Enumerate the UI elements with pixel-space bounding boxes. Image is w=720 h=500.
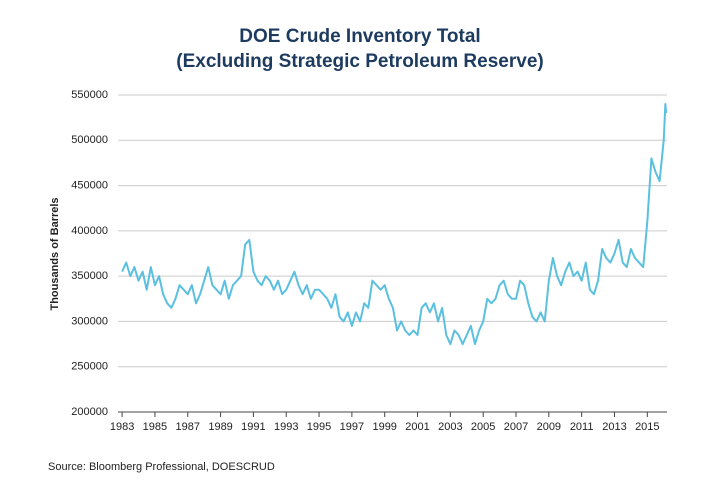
x-tick-label: 1989 (208, 421, 232, 433)
x-tick-label: 1993 (274, 421, 298, 433)
y-tick-label: 300000 (71, 315, 108, 327)
x-tick-label: 1999 (372, 421, 396, 433)
data-line (121, 103, 668, 346)
chart-title: DOE Crude Inventory Total (239, 26, 480, 47)
x-tick-label: 1983 (110, 421, 134, 433)
x-tick-label: 1985 (143, 421, 167, 433)
x-tick-label: 2011 (570, 421, 594, 433)
x-tick-label: 2013 (602, 421, 626, 433)
x-tick-label: 2005 (471, 421, 495, 433)
x-tick-label: 1997 (340, 421, 364, 433)
y-axis-label: Thousands of Barrels (49, 197, 61, 310)
x-tick-label: 1987 (176, 421, 200, 433)
x-tick-label: 2001 (405, 421, 429, 433)
source-note: Source: Bloomberg Professional, DOESCRUD (48, 461, 275, 473)
x-tick-label: 1995 (307, 421, 331, 433)
x-tick-label: 2007 (504, 421, 528, 433)
y-tick-label: 350000 (71, 270, 108, 282)
y-tick-label: 400000 (71, 225, 108, 237)
x-tick-label: 2003 (438, 421, 462, 433)
y-tick-label: 450000 (71, 179, 108, 191)
y-tick-label: 200000 (71, 406, 108, 418)
y-tick-label: 250000 (71, 361, 108, 373)
x-tick-label: 2015 (635, 421, 659, 433)
y-tick-label: 550000 (71, 89, 108, 101)
chart-title: (Excluding Strategic Petroleum Reserve) (176, 51, 543, 72)
y-tick-label: 500000 (71, 134, 108, 146)
x-tick-label: 2009 (537, 421, 561, 433)
x-tick-label: 1991 (241, 421, 265, 433)
